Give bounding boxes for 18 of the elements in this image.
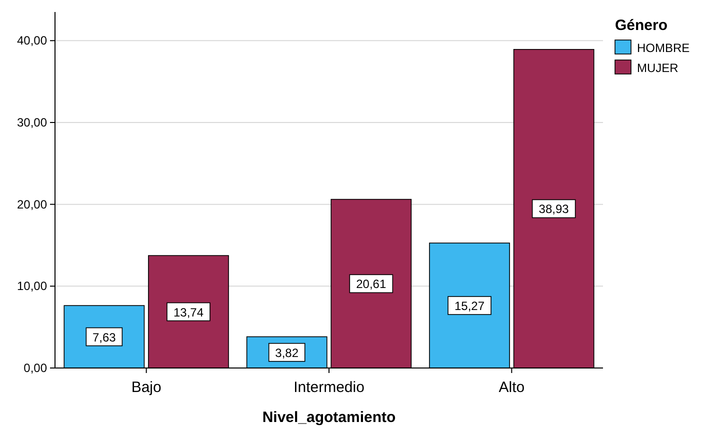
legend-title: Género (615, 17, 668, 34)
data-label: 7,63 (92, 330, 116, 344)
x-axis-title: Nivel_agotamiento (262, 409, 396, 426)
x-tick-label: Intermedio (294, 379, 364, 396)
y-tick-label: 30,00 (16, 115, 48, 130)
y-tick-label: 10,00 (16, 279, 48, 294)
y-tick-label: 40,00 (16, 34, 48, 48)
x-tick-label: Bajo (131, 379, 162, 396)
data-label: 15,27 (454, 299, 485, 314)
data-label: 38,93 (538, 202, 570, 216)
data-label: 13,74 (173, 305, 204, 320)
legend-label: HOMBRE (637, 41, 690, 55)
legend-label: MUJER (637, 61, 679, 75)
y-tick-label: 20,00 (16, 197, 48, 212)
data-label: 3,82 (275, 346, 299, 360)
y-tick-label: 0,00 (24, 361, 48, 375)
data-label: 20,61 (356, 277, 386, 292)
x-tick-label: Alto (498, 379, 525, 396)
